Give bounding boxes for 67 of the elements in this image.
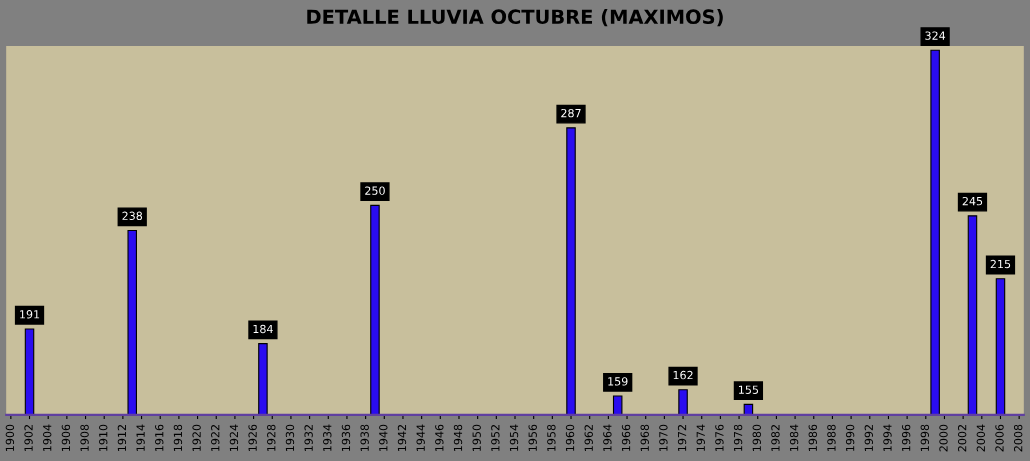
x-tick-label: 1962 — [584, 425, 593, 451]
x-tick-label: 1988 — [827, 424, 836, 451]
x-tick-label: 2006 — [995, 424, 1004, 452]
x-tick-label: 1944 — [416, 424, 425, 451]
data-label: 250 — [365, 186, 385, 195]
data-label: 184 — [253, 324, 273, 334]
data-label: 159 — [608, 377, 628, 386]
x-tick-label: 1900 — [5, 424, 15, 451]
x-tick-label: 1952 — [491, 425, 500, 451]
chart-title: DETALLE LLUVIA OCTUBRE (MAXIMOS) — [307, 9, 723, 27]
x-tick-label: 1972 — [677, 425, 687, 451]
x-tick-label: 1976 — [715, 424, 724, 451]
x-tick-label: 1968 — [640, 424, 649, 451]
x-tick-label: 2000 — [939, 424, 948, 452]
x-tick-label: 1914 — [136, 424, 145, 451]
x-tick-label: 1912 — [117, 425, 127, 451]
x-tick-label: 2008 — [1013, 424, 1023, 452]
data-label: 155 — [739, 385, 759, 394]
x-tick-label: 1940 — [379, 424, 388, 451]
x-tick-label: 1906 — [61, 424, 71, 451]
x-tick-label: 1980 — [752, 424, 761, 451]
x-tick-label: 1904 — [43, 424, 52, 451]
x-tick-label: 1966 — [621, 424, 631, 451]
x-tick-label: 1938 — [360, 424, 369, 451]
data-label: 245 — [962, 196, 983, 206]
x-tick-label: 1922 — [211, 425, 220, 451]
data-label: 215 — [990, 259, 1011, 269]
x-tick-label: 1926 — [248, 424, 257, 451]
x-tick-label: 1916 — [155, 424, 164, 451]
data-label: 238 — [122, 211, 143, 221]
data-label: 324 — [925, 31, 946, 40]
x-tick-label: 1956 — [528, 424, 537, 451]
x-tick-label: 1918 — [173, 424, 183, 451]
x-tick-label: 1982 — [771, 425, 780, 451]
x-tick-label: 1946 — [435, 424, 444, 451]
x-tick-label: 1902 — [24, 425, 33, 451]
x-tick-label: 1928 — [267, 424, 276, 451]
x-tick-label: 1920 — [192, 424, 201, 451]
x-tick-label: 1998 — [920, 424, 930, 451]
x-tick-label: 1992 — [864, 425, 873, 451]
x-tick-label: 2004 — [976, 424, 986, 452]
x-tick-label: 1942 — [397, 425, 407, 451]
x-tick-label: 1994 — [883, 424, 892, 451]
x-tick-label: 1910 — [99, 424, 108, 451]
x-tick-label: 1950 — [472, 424, 481, 451]
x-tick-label: 1984 — [789, 424, 799, 451]
x-tick-label: 1986 — [808, 424, 817, 451]
x-tick-label: 1978 — [733, 424, 743, 451]
data-label: 191 — [20, 310, 40, 319]
x-tick-label: 1934 — [323, 424, 332, 451]
x-tick-label: 1970 — [659, 424, 668, 451]
x-tick-label: 1990 — [845, 424, 855, 451]
x-tick-label: 1932 — [304, 425, 313, 451]
x-tick-label: 1936 — [341, 424, 351, 451]
data-label: 162 — [673, 370, 693, 380]
x-tick-label: 1908 — [80, 424, 89, 451]
x-tick-label: 1964 — [603, 424, 612, 451]
x-tick-label: 2002 — [957, 425, 967, 452]
x-tick-label: 1930 — [285, 424, 295, 451]
x-tick-label: 1996 — [901, 424, 911, 451]
x-tick-label: 1960 — [565, 424, 575, 451]
x-tick-label: 1958 — [547, 424, 556, 451]
x-tick-label: 1974 — [696, 424, 705, 451]
x-tick-label: 1954 — [509, 424, 519, 451]
x-tick-label: 1924 — [229, 424, 239, 451]
data-label: 287 — [561, 108, 581, 118]
x-tick-label: 1948 — [453, 424, 463, 451]
